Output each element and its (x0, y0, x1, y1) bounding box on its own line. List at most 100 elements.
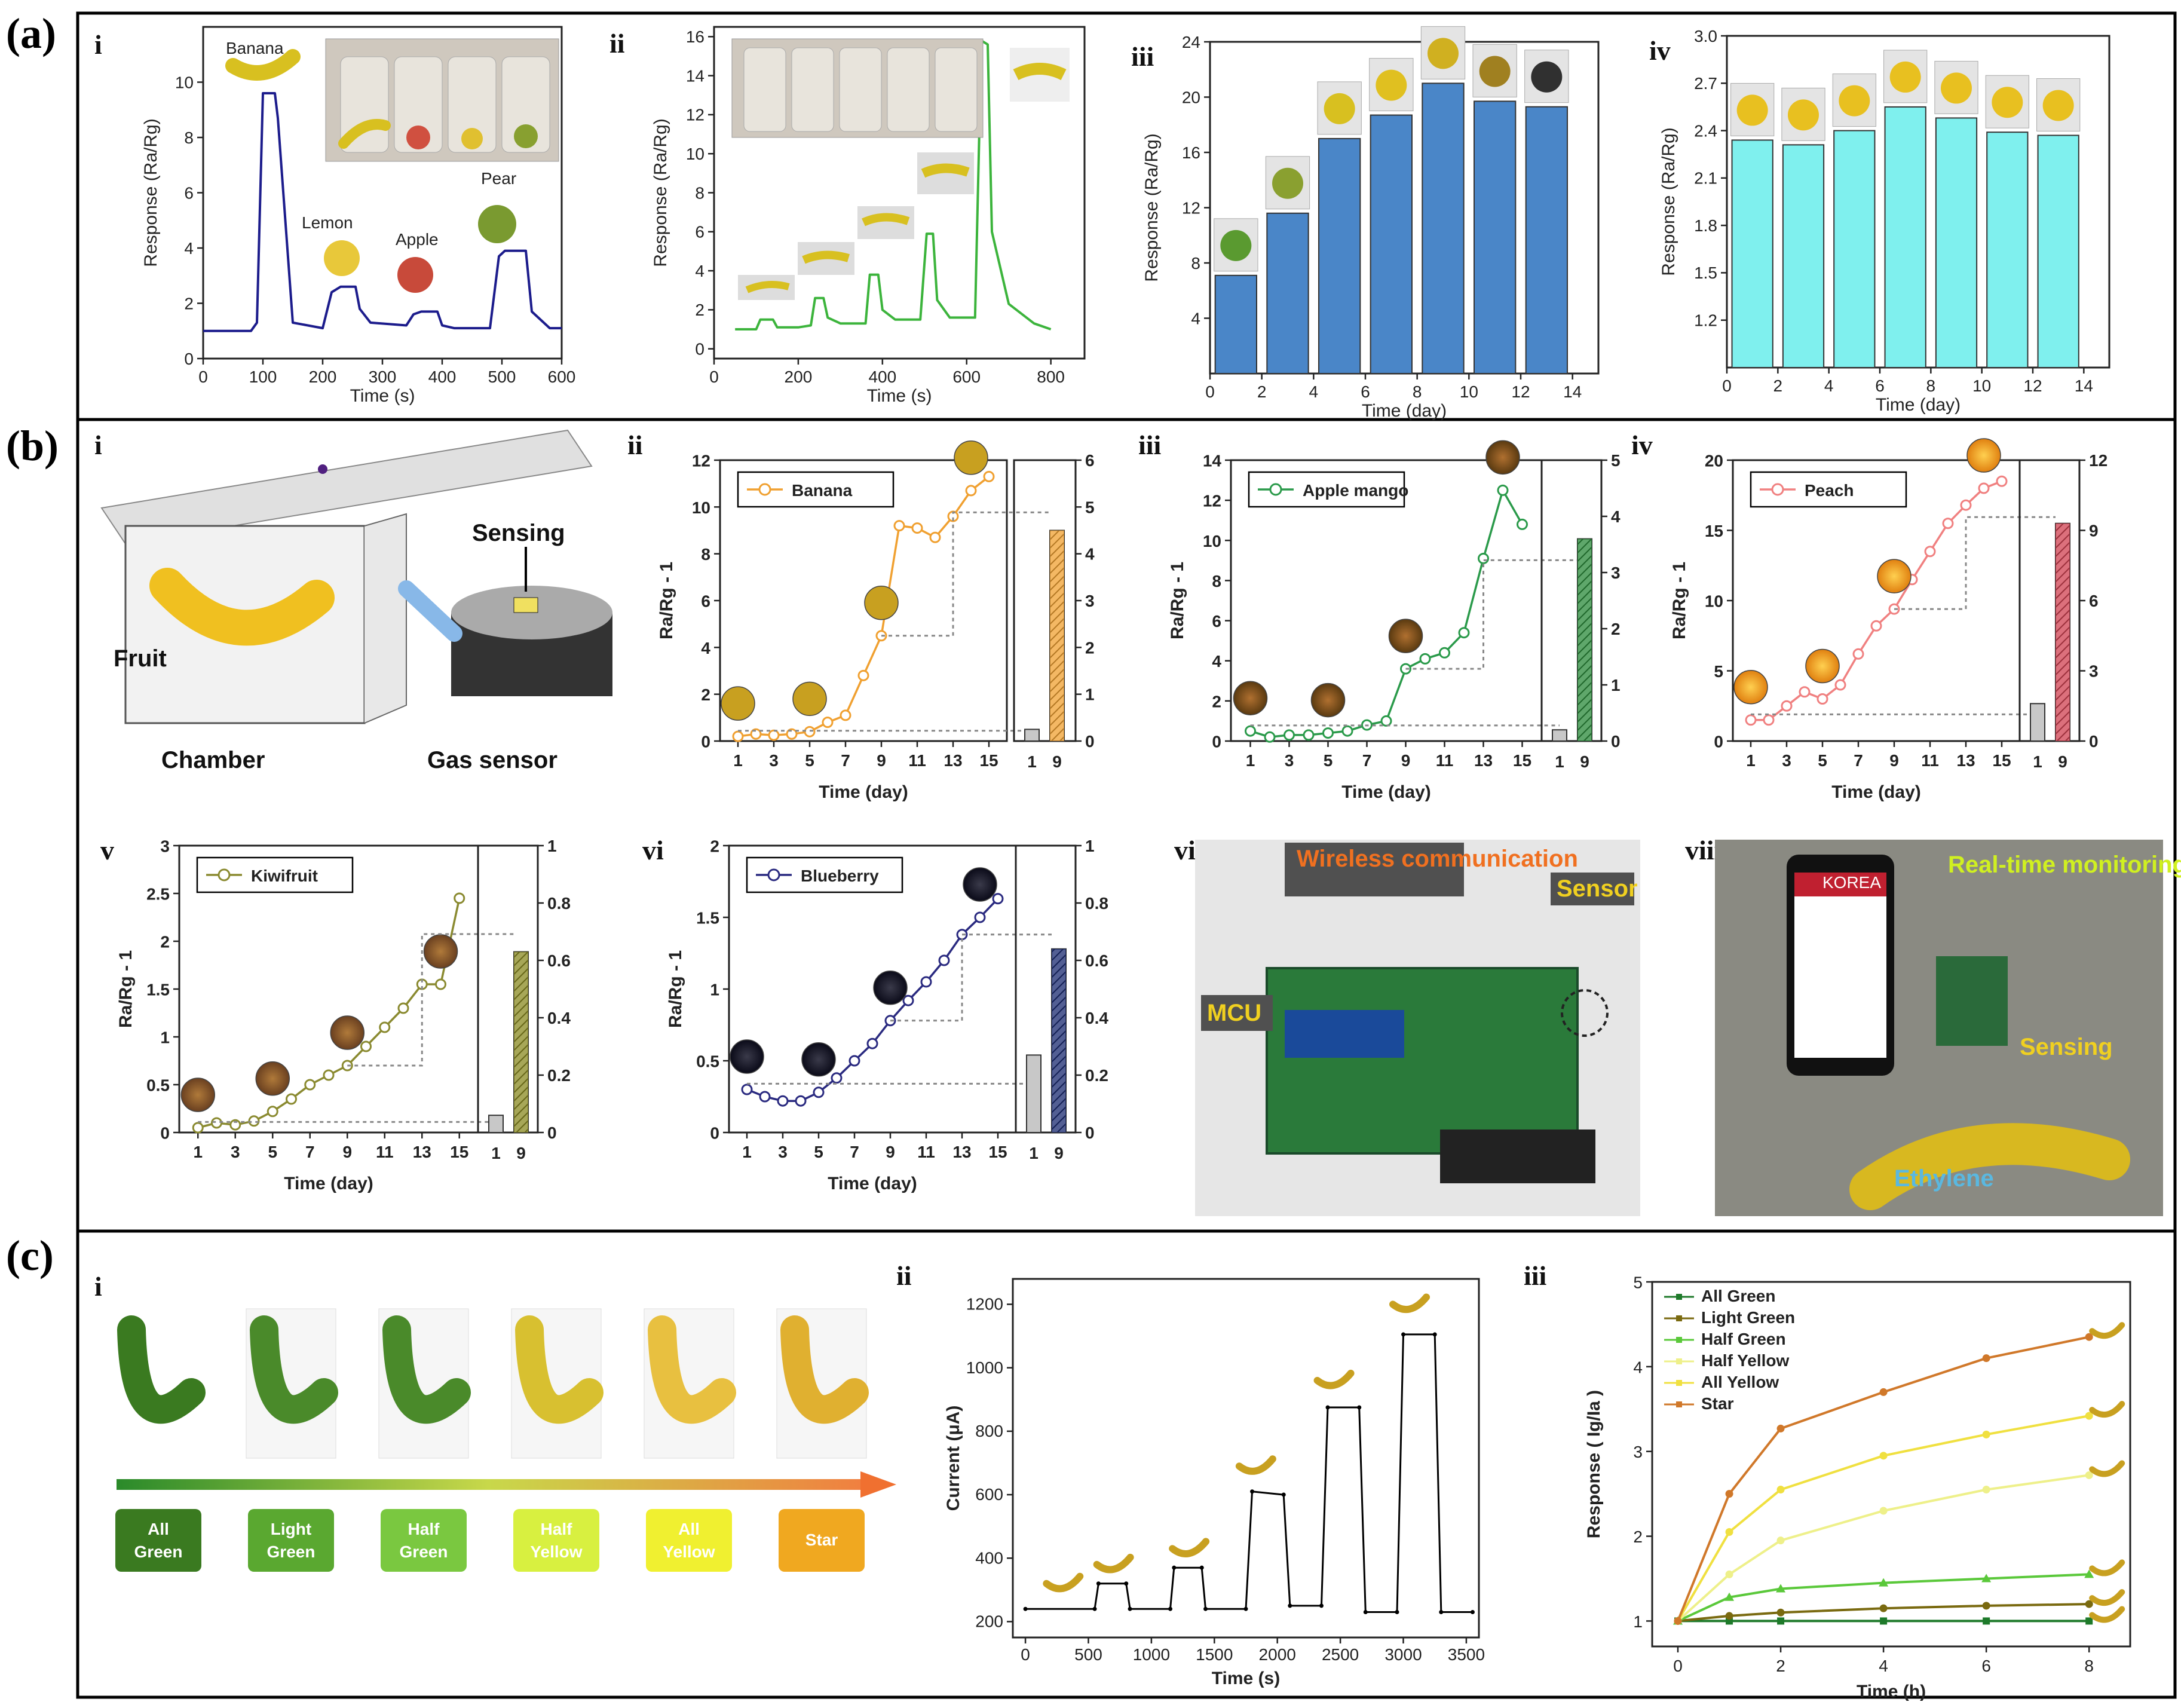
roman-b-iv: iv (1631, 430, 1653, 460)
bar (1266, 212, 1309, 374)
fruit-icon (1272, 167, 1303, 199)
bar-panel-frame (477, 844, 539, 1134)
x-tick-label: 13 (952, 1143, 971, 1161)
data-point (1168, 1606, 1173, 1611)
y-axis-label: Response (Ra/Rg) (1659, 127, 1678, 276)
fruit-icon (255, 1061, 290, 1096)
y-tick-label: 1 (710, 981, 719, 999)
bar-panel-frame (1015, 844, 1077, 1134)
summary-bar (1026, 1054, 1042, 1134)
y2-tick-label: 2 (1611, 620, 1621, 638)
y2-tick-label: 1 (1085, 837, 1095, 855)
data-point (1879, 1388, 1888, 1396)
x-tick-label: 5 (1324, 751, 1333, 770)
x-tick-label: 15 (988, 1143, 1007, 1161)
data-point (1124, 1581, 1129, 1586)
data-point (1724, 1592, 1735, 1601)
bar-tick-label: 9 (1054, 1144, 1064, 1162)
data-point (248, 1115, 260, 1127)
y-tick-label: 24 (1182, 33, 1200, 51)
y-tick-label: 20 (1182, 88, 1200, 106)
banana-icon (2089, 1589, 2125, 1606)
label-sensing: Sensing (472, 520, 565, 546)
y-tick-label: 0 (695, 339, 704, 358)
data-point (1245, 725, 1256, 737)
y-tick-label: 3 (1633, 1443, 1643, 1461)
fruit-icon (1310, 682, 1346, 718)
y2-tick-label: 0.8 (1085, 894, 1108, 913)
a-iv-lemon-photos (1730, 50, 2081, 141)
bar-panel-frame (1540, 459, 1603, 742)
data-point (983, 470, 995, 482)
data-point (1799, 686, 1811, 698)
summary-bar-fill (2056, 523, 2070, 741)
x-tick-label: 0 (198, 368, 208, 386)
data-point (1781, 700, 1793, 712)
legend-marker (1676, 1315, 1682, 1321)
y-axis-label: Response (Ra/Rg) (141, 118, 161, 267)
data-point (2084, 1569, 2094, 1578)
y-tick-label: 0.5 (696, 1052, 719, 1071)
legend-label: Half Yellow (1701, 1351, 1790, 1370)
legend-label: Blueberry (801, 867, 879, 885)
y-tick-label: 16 (686, 27, 704, 46)
x-tick-label: 5 (814, 1143, 823, 1161)
x-axis-label: Time (s) (350, 386, 415, 406)
banana-icon (2089, 1606, 2125, 1623)
y2-tick-label: 0.4 (1085, 1009, 1108, 1027)
legend-label: All Yellow (1701, 1373, 1779, 1391)
panel-label-c: (c) (6, 1232, 54, 1280)
data-point (1497, 484, 1509, 496)
x-tick-label: 14 (1563, 382, 1582, 401)
data-point (1776, 1486, 1785, 1494)
banana-icon (515, 1315, 604, 1424)
stage-label: Light (271, 1520, 311, 1538)
label-sensor: Sensor (1557, 876, 1638, 902)
x-tick-label: 6 (1981, 1657, 1991, 1675)
y-tick-label: 3 (160, 837, 170, 856)
x-tick-label: 1 (1746, 751, 1756, 770)
response-curve (203, 92, 562, 332)
y-tick-label: 4 (184, 239, 194, 258)
guide-day9 (890, 933, 1052, 1022)
y-tick-label: 3.0 (1694, 27, 1717, 45)
legend-label: Star (1701, 1394, 1734, 1413)
x-tick-label: 2000 (1259, 1645, 1296, 1664)
x-tick-label: 800 (1037, 368, 1065, 386)
x-tick-label: 15 (450, 1143, 468, 1161)
y-tick-label: 2.7 (1694, 74, 1717, 93)
banana-icon (1389, 1293, 1430, 1313)
series-line (1249, 489, 1524, 739)
banana-icon (250, 1315, 338, 1424)
y-tick-label: 2.4 (1694, 121, 1717, 140)
a-i-fruit-photos: Banana Lemon Apple Pear (225, 38, 559, 293)
data-point (1725, 1612, 1733, 1620)
stage-badge (513, 1509, 599, 1572)
stage-label: Yellow (663, 1542, 715, 1561)
y-tick-label: 0 (710, 1124, 719, 1143)
c-i-ripeness-stages: All Green Light Green Half Green Half Yellow All… (115, 1308, 896, 1572)
data-point (2085, 1471, 2093, 1479)
fruit-icon (1324, 93, 1355, 124)
data-point (1023, 1606, 1028, 1611)
data-point (304, 1079, 316, 1091)
x-axis-label: Time (h) (1857, 1682, 1926, 1701)
panel-label-a: (a) (6, 10, 56, 57)
fruit-icon (180, 1078, 215, 1112)
stage-label: Half (408, 1520, 440, 1538)
banana-icon (1043, 1572, 1084, 1593)
data-point (1203, 1606, 1208, 1611)
x-axis-label: Time (s) (1212, 1669, 1280, 1688)
stage-badge (779, 1509, 865, 1572)
bar-tick-label: 1 (1555, 752, 1564, 771)
x-tick-label: 9 (1889, 751, 1899, 770)
x-tick-label: 3000 (1384, 1645, 1422, 1664)
legend-marker (218, 868, 231, 881)
y2-tick-label: 4 (1611, 507, 1621, 526)
data-point (1870, 620, 1882, 632)
data-point (1725, 1528, 1733, 1536)
series-line (197, 898, 461, 1129)
guide-day9 (1405, 559, 1577, 670)
x-axis-label: Time (day) (828, 1174, 917, 1193)
